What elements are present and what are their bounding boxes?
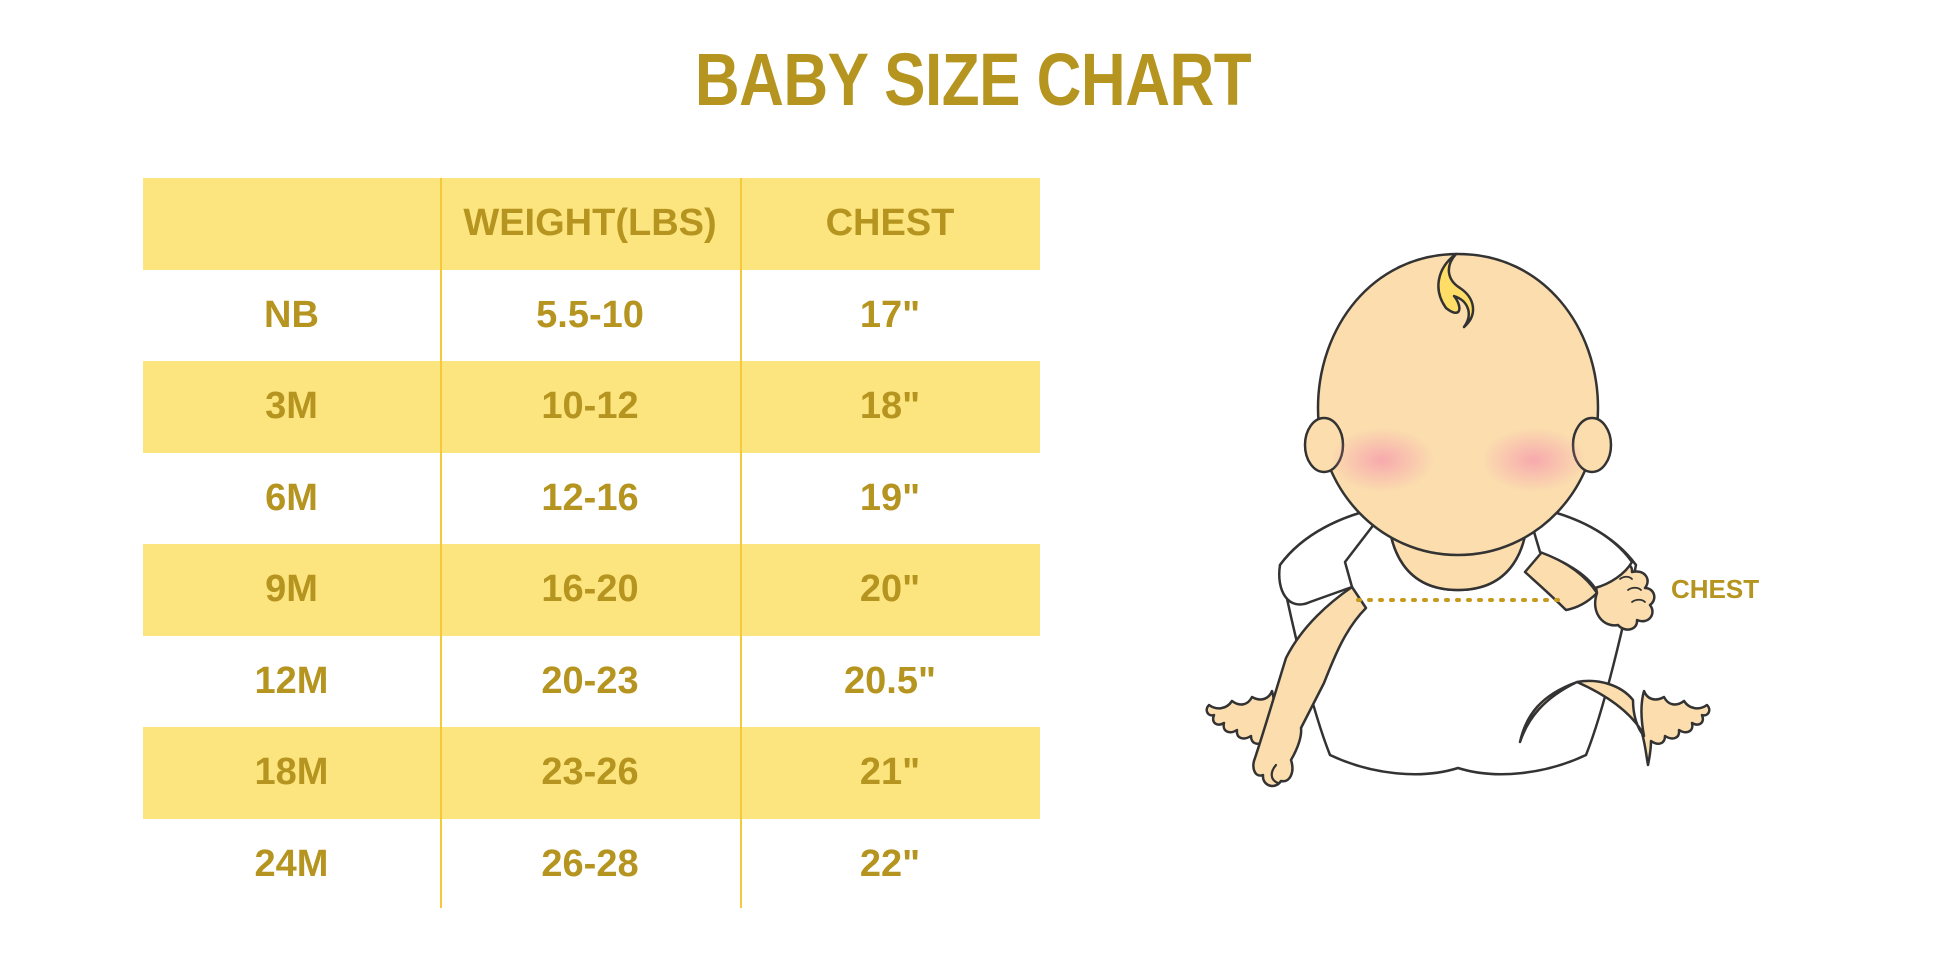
svg-text:CHEST: CHEST xyxy=(1671,574,1759,604)
